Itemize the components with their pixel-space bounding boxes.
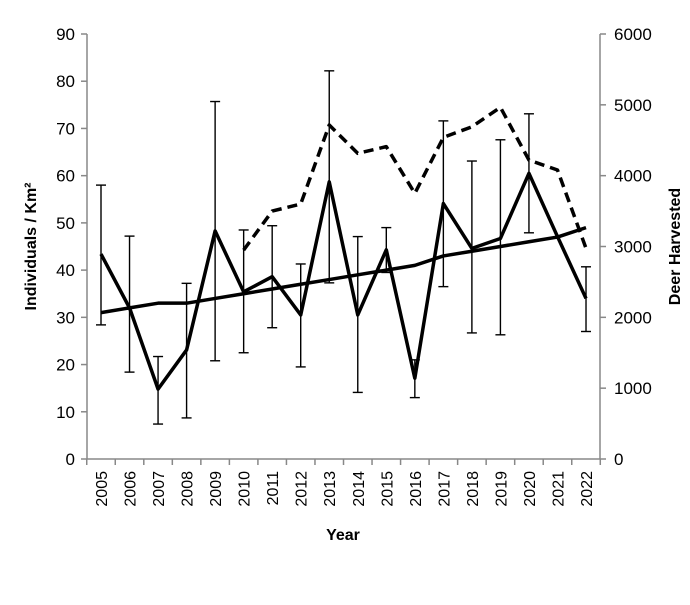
y2-tick-label: 5000: [614, 96, 652, 115]
y2-tick-label: 1000: [614, 379, 652, 398]
x-tick-label: 2007: [151, 471, 168, 507]
y-tick-label: 50: [56, 214, 75, 233]
y-tick-label: 70: [56, 119, 75, 138]
x-tick-label: 2011: [265, 471, 282, 506]
y-tick-label: 60: [56, 167, 75, 186]
y2-tick-label: 6000: [614, 25, 652, 44]
x-axis-title: Year: [326, 527, 360, 544]
y-tick-label: 0: [66, 450, 75, 469]
x-tick-label: 2014: [351, 471, 368, 507]
y-axis-title: Individuals / Km²: [23, 182, 40, 310]
y-tick-label: 10: [56, 403, 75, 422]
y-tick-label: 40: [56, 261, 75, 280]
x-tick-label: 2020: [522, 471, 539, 507]
x-tick-label: 2015: [379, 471, 396, 507]
x-tick-label: 2012: [294, 471, 311, 507]
x-tick-label: 2013: [322, 471, 339, 507]
y-tick-label: 90: [56, 25, 75, 44]
x-tick-label: 2008: [180, 471, 197, 507]
x-tick-label: 2022: [579, 471, 596, 507]
series-0: [96, 71, 591, 424]
y2-tick-label: 4000: [614, 167, 652, 186]
y-tick-label: 30: [56, 308, 75, 327]
y2-tick-label: 2000: [614, 308, 652, 327]
series-line-2: [244, 107, 586, 250]
x-tick-label: 2018: [465, 471, 482, 507]
y2-axis-title: Deer Harvested: [667, 188, 684, 305]
x-tick-label: 2009: [208, 471, 225, 507]
x-tick-label: 2021: [550, 471, 567, 507]
x-tick-label: 2016: [408, 471, 425, 507]
y-tick-label: 80: [56, 72, 75, 91]
series-2: [244, 107, 587, 250]
y-tick-label: 20: [56, 356, 75, 375]
x-tick-label: 2010: [237, 471, 254, 507]
series-line-0: [101, 173, 586, 389]
y2-tick-label: 0: [614, 450, 623, 469]
x-tick-label: 2006: [123, 471, 140, 507]
y2-tick-label: 3000: [614, 238, 652, 257]
x-tick-label: 2019: [493, 471, 510, 507]
x-tick-label: 2017: [436, 471, 453, 507]
x-tick-label: 2005: [94, 471, 111, 507]
